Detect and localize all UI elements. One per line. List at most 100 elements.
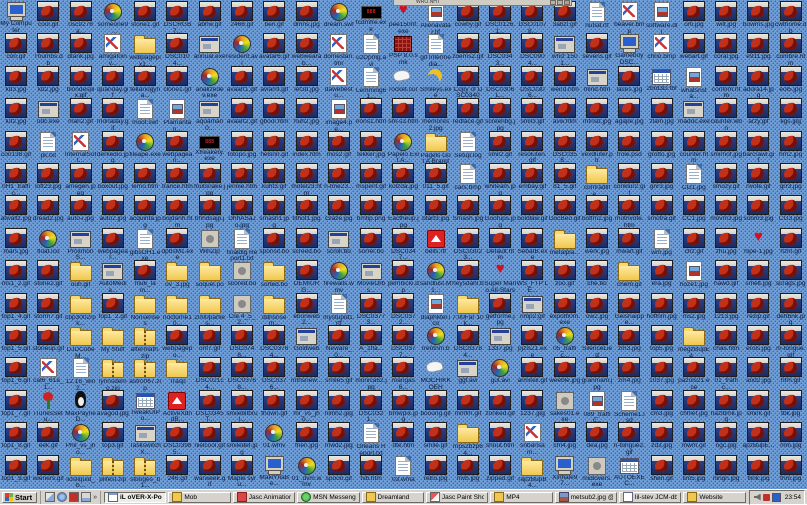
desktop-icon[interactable]: zm4.jpg: [613, 357, 645, 385]
desktop-icon[interactable]: Phil_vs_jho...: [65, 422, 97, 456]
desktop-icon[interactable]: aquamari0...: [194, 98, 226, 132]
desktop-icon[interactable]: megzBupE4...: [678, 325, 710, 360]
task-button[interactable]: iL oVER-X-PoSED - WL...: [104, 492, 166, 503]
desktop-icon[interactable]: shen.gif: [646, 455, 678, 483]
desktop-icon[interactable]: 7:00Far 10k...: [452, 293, 484, 328]
desktop-icon[interactable]: Orleans Report.txt: [355, 422, 387, 457]
desktop-icon[interactable]: shout.htm: [484, 422, 516, 450]
desktop-icon[interactable]: nutsd.rtf: [581, 1, 613, 30]
desktop-icon[interactable]: boxout.jpg: [97, 163, 129, 191]
desktop-icon[interactable]: Default.htm: [484, 228, 516, 262]
desktop-icon[interactable]: boldlaw.gif: [516, 195, 548, 223]
desktop-icon[interactable]: smirk.gif: [742, 390, 774, 418]
desktop-icon[interactable]: index.htm: [291, 131, 323, 159]
desktop-icon[interactable]: aftermath.zip: [129, 325, 161, 360]
desktop-icon[interactable]: tvb.htm: [355, 455, 387, 483]
desktop-icon[interactable]: 1213.jpg: [710, 293, 742, 321]
desktop-icon[interactable]: DSC0377...: [387, 325, 419, 359]
desktop-icon[interactable]: DSC0358...: [549, 131, 581, 165]
desktop-icon[interactable]: DSC03023...: [452, 228, 484, 262]
desktop-icon[interactable]: iTunesSetu...: [32, 390, 64, 424]
desktop-icon[interactable]: 81_5.gif: [549, 163, 581, 191]
desktop-icon[interactable]: dawebestu...: [323, 66, 355, 100]
desktop-icon[interactable]: 011_5.gif: [420, 163, 452, 191]
start-button[interactable]: Start: [2, 492, 37, 503]
desktop-icon[interactable]: DSC0126.1...: [484, 1, 516, 35]
desktop-icon[interactable]: CG1.jpg: [678, 163, 710, 192]
desktop-icon[interactable]: image4.pe...: [323, 98, 355, 133]
desktop-icon[interactable]: spoon.gif: [323, 455, 355, 483]
desktop-icon[interactable]: heysdahl.b: [452, 260, 484, 288]
desktop-icon[interactable]: amigafoinv...: [97, 33, 129, 67]
desktop-icon[interactable]: pjzls21.exe: [516, 325, 548, 359]
desktop-icon[interactable]: botfm2.jpg: [581, 195, 613, 223]
desktop-icon[interactable]: DSC0376...: [258, 357, 290, 391]
desktop-icon[interactable]: smotra.gif: [646, 195, 678, 223]
desktop-icon[interactable]: 1037.jpg: [646, 357, 678, 385]
desktop-icon[interactable]: avagod.jpg: [97, 390, 129, 418]
desktop-icon[interactable]: whiteam.jpg: [484, 163, 516, 197]
desktop-icon[interactable]: motnvote.htm: [613, 195, 645, 229]
desktop-icon[interactable]: soquel.po: [194, 260, 226, 289]
desktop-icon[interactable]: 089_traffic...: [581, 390, 613, 425]
desktop-icon[interactable]: Copy of DSC03404...: [452, 66, 484, 100]
desktop-icon[interactable]: werk.jpg: [581, 228, 613, 256]
desktop-icon[interactable]: top3.gif: [97, 422, 129, 450]
desktop-icon[interactable]: Trasp: [161, 357, 193, 386]
desktop-icon[interactable]: scroll.bo: [323, 228, 355, 256]
desktop-icon[interactable]: Lemming61...: [355, 66, 387, 101]
desktop-icon[interactable]: kd3.jpg: [0, 66, 32, 94]
desktop-icon[interactable]: redface.gif: [452, 98, 484, 126]
desktop-icon[interactable]: annual.exe: [194, 33, 226, 61]
desktop-icon[interactable]: MOCHIKKOEH: [420, 357, 452, 391]
desktop-icon[interactable]: gif Intermedia...: [420, 33, 452, 68]
desktop-icon[interactable]: DSC0104...: [161, 33, 193, 67]
desktop-icon[interactable]: 0H1_traffic...: [0, 163, 32, 197]
desktop-icon[interactable]: sandlust.M1...: [420, 260, 452, 294]
desktop-icon[interactable]: zhu.jpg: [710, 228, 742, 256]
desktop-icon[interactable]: avw.htm: [549, 98, 581, 126]
desktop-icon[interactable]: monaday.gif: [97, 98, 129, 132]
desktop-icon[interactable]: hawd.gif: [710, 260, 742, 288]
desktop-icon[interactable]: ouh.gif: [65, 260, 97, 289]
desktop-icon[interactable]: bmwpix.jpg: [387, 390, 419, 424]
desktop-icon[interactable]: chrio.bmp: [646, 33, 678, 61]
shaded-window[interactable]: WRO.NHT: [393, 0, 572, 6]
desktop-icon[interactable]: DSC0372...: [387, 293, 419, 327]
desktop-icon[interactable]: Nonsenses: [129, 293, 161, 328]
desktop-icon[interactable]: atwaltz.jpg: [0, 195, 32, 223]
desktop-icon[interactable]: scrags.jpg: [775, 260, 807, 288]
desktop-icon[interactable]: chz.gif: [678, 228, 710, 256]
desktop-icon[interactable]: mmfm.gif: [452, 390, 484, 418]
desktop-icon[interactable]: amegen.jpeg: [65, 163, 97, 197]
task-button[interactable]: Jasc Paint Shop Pro - [m...: [426, 492, 488, 503]
desktop-icon[interactable]: 0sc9278a...: [65, 1, 97, 35]
desktop-icon[interactable]: Maple syru...: [226, 455, 258, 489]
desktop-icon[interactable]: hoffnm.jpg: [646, 293, 678, 321]
desktop-icon[interactable]: fhm.jpg: [775, 455, 807, 483]
desktop-icon[interactable]: cat6_61a_1...: [32, 357, 64, 391]
desktop-icon[interactable]: granmam.jpg: [581, 357, 613, 391]
task-button[interactable]: MSN Messenger: [297, 492, 359, 503]
desktop-icon[interactable]: SebatB.exe: [516, 228, 548, 262]
desktop-icon[interactable]: avatar6.gif: [258, 33, 290, 61]
desktop-icon[interactable]: rimp2.gif: [516, 293, 548, 321]
desktop-icon[interactable]: helsnn.gif: [258, 131, 290, 159]
desktop-icon[interactable]: weird.htm: [549, 66, 581, 94]
desktop-icon[interactable]: smil3.gif: [516, 98, 548, 126]
desktop-icon[interactable]: cbp3002rpk...: [65, 293, 97, 328]
desktop-icon[interactable]: con138.gif: [0, 131, 32, 159]
desktop-icon[interactable]: resoluten.gif: [516, 131, 548, 165]
desktop-icon[interactable]: mspent.gif: [355, 163, 387, 191]
desktop-icon[interactable]: frien.jpg: [291, 422, 323, 450]
desktop-icon[interactable]: MovieOrbs...: [355, 260, 387, 294]
desktop-icon[interactable]: and2.jpg: [742, 357, 774, 385]
desktop-icon[interactable]: mr_vs_jho...: [291, 390, 323, 424]
desktop-icon[interactable]: 01.wmv: [258, 422, 290, 450]
desktop-icon[interactable]: loft23.jpg: [32, 163, 64, 191]
desktop-icon[interactable]: ms2.jpg: [678, 293, 710, 321]
desktop-icon[interactable]: zd3.jpg: [646, 422, 678, 450]
desktop-icon[interactable]: smirnof.jpg: [710, 131, 742, 159]
desktop-icon[interactable]: smilebitbrul...: [226, 390, 258, 424]
desktop-icon[interactable]: someone9_...: [97, 1, 129, 35]
